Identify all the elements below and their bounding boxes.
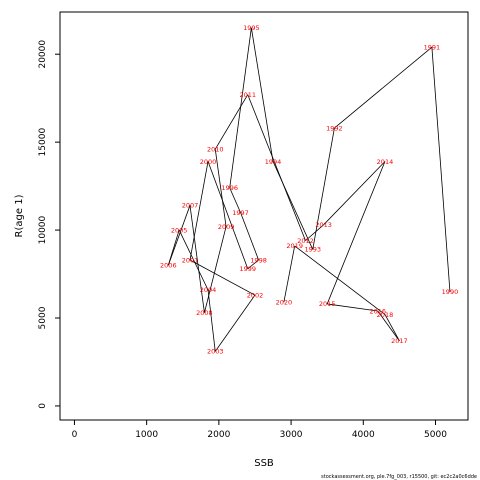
sr-segment-2014-2015 (326, 161, 386, 305)
y-tick-label: 10000 (38, 215, 48, 244)
year-label-2009: 2009 (218, 223, 235, 231)
year-label-2003: 2003 (207, 348, 224, 356)
y-axis-title: R(age 1) (14, 194, 25, 237)
x-tick-label: 1000 (135, 430, 158, 440)
sr-segment-1994-1995 (250, 27, 274, 162)
sr-segment-2004-2005 (178, 229, 209, 291)
sr-segment-2009-2010 (214, 149, 227, 227)
year-label-2015: 2015 (319, 300, 336, 308)
sr-segment-2008-2009 (204, 226, 227, 313)
year-label-1993: 1993 (304, 246, 321, 254)
year-label-1999: 1999 (239, 265, 256, 273)
y-axis: 0 5000 10000 15000 20000 (38, 40, 61, 409)
sr-segment-2010-2011 (214, 94, 249, 150)
sr-segment-1999-2000 (207, 161, 249, 269)
sr-series (167, 27, 451, 352)
sr-segment-2007-2008 (189, 205, 205, 313)
year-label-1995: 1995 (243, 24, 260, 32)
x-tick-label: 3000 (280, 430, 303, 440)
sr-segment-1990-1991 (431, 47, 451, 292)
sr-segment-2000-2001 (189, 161, 209, 261)
sr-segment-2001-2002 (189, 259, 256, 296)
sr-segment-2012-2013 (305, 224, 324, 241)
sr-segment-2003-2004 (207, 289, 216, 352)
sr-segment-2013-2014 (323, 161, 386, 226)
year-label-2017: 2017 (391, 337, 408, 345)
x-axis-title: SSB (254, 458, 274, 469)
x-tick-label: 5000 (424, 430, 447, 440)
year-labels: 1990 1991 1992 1993 1994 1995 1996 1997 19981999… (160, 24, 458, 356)
year-label-2018: 2018 (377, 311, 394, 319)
year-label-2006: 2006 (160, 262, 177, 270)
sr-segment-2002-2003 (214, 294, 256, 352)
year-label-2001: 2001 (182, 256, 199, 264)
footer-text: stockassessment.org, ple.7fg_003, r15500… (321, 474, 477, 480)
sr-segment-1997-1998 (240, 212, 259, 261)
year-label-2014: 2014 (377, 158, 394, 166)
year-label-2008: 2008 (196, 309, 213, 317)
sr-segment-1995-1996 (229, 27, 252, 188)
sr-segment-1996-1997 (229, 187, 241, 213)
year-label-1992: 1992 (326, 124, 343, 132)
y-tick-label: 0 (38, 403, 48, 409)
sr-segment-2017-2018 (384, 314, 400, 342)
y-tick-label: 20000 (38, 40, 48, 69)
x-tick-label: 2000 (207, 430, 230, 440)
year-label-2019: 2019 (286, 242, 303, 250)
sr-segment-2016-2017 (377, 310, 400, 342)
year-label-1998: 1998 (250, 256, 267, 264)
year-label-1997: 1997 (232, 209, 249, 217)
sr-segment-1998-1999 (247, 259, 259, 270)
year-label-2007: 2007 (182, 202, 199, 210)
year-label-2013: 2013 (315, 221, 332, 229)
year-label-1996: 1996 (221, 184, 238, 192)
x-tick-label: 0 (72, 430, 78, 440)
y-tick-label: 5000 (38, 306, 48, 329)
sr-segment-1991-1992 (334, 46, 433, 129)
year-label-1990: 1990 (442, 288, 459, 296)
sr-segment-2015-2016 (327, 303, 378, 312)
sr-segment-2011-2012 (247, 94, 306, 241)
sr-segment-1992-1993 (312, 127, 335, 250)
year-label-2004: 2004 (200, 286, 217, 294)
x-tick-label: 4000 (352, 430, 375, 440)
sr-segment-2019-2020 (283, 245, 296, 303)
year-label-1991: 1991 (424, 43, 441, 51)
year-label-2002: 2002 (247, 291, 264, 299)
year-label-2005: 2005 (171, 226, 188, 234)
x-axis: 0 1000 2000 3000 4000 5000 (72, 419, 447, 440)
y-tick-label: 15000 (38, 128, 48, 157)
year-label-2010: 2010 (207, 145, 224, 153)
year-label-1994: 1994 (265, 158, 282, 166)
year-label-2020: 2020 (276, 298, 293, 306)
year-label-2012: 2012 (297, 237, 314, 245)
sr-segment-2018-2019 (294, 245, 386, 315)
year-label-2000: 2000 (200, 158, 217, 166)
sr-segment-2006-2007 (167, 205, 191, 266)
year-label-2016: 2016 (369, 307, 386, 315)
year-label-2011: 2011 (239, 91, 256, 99)
